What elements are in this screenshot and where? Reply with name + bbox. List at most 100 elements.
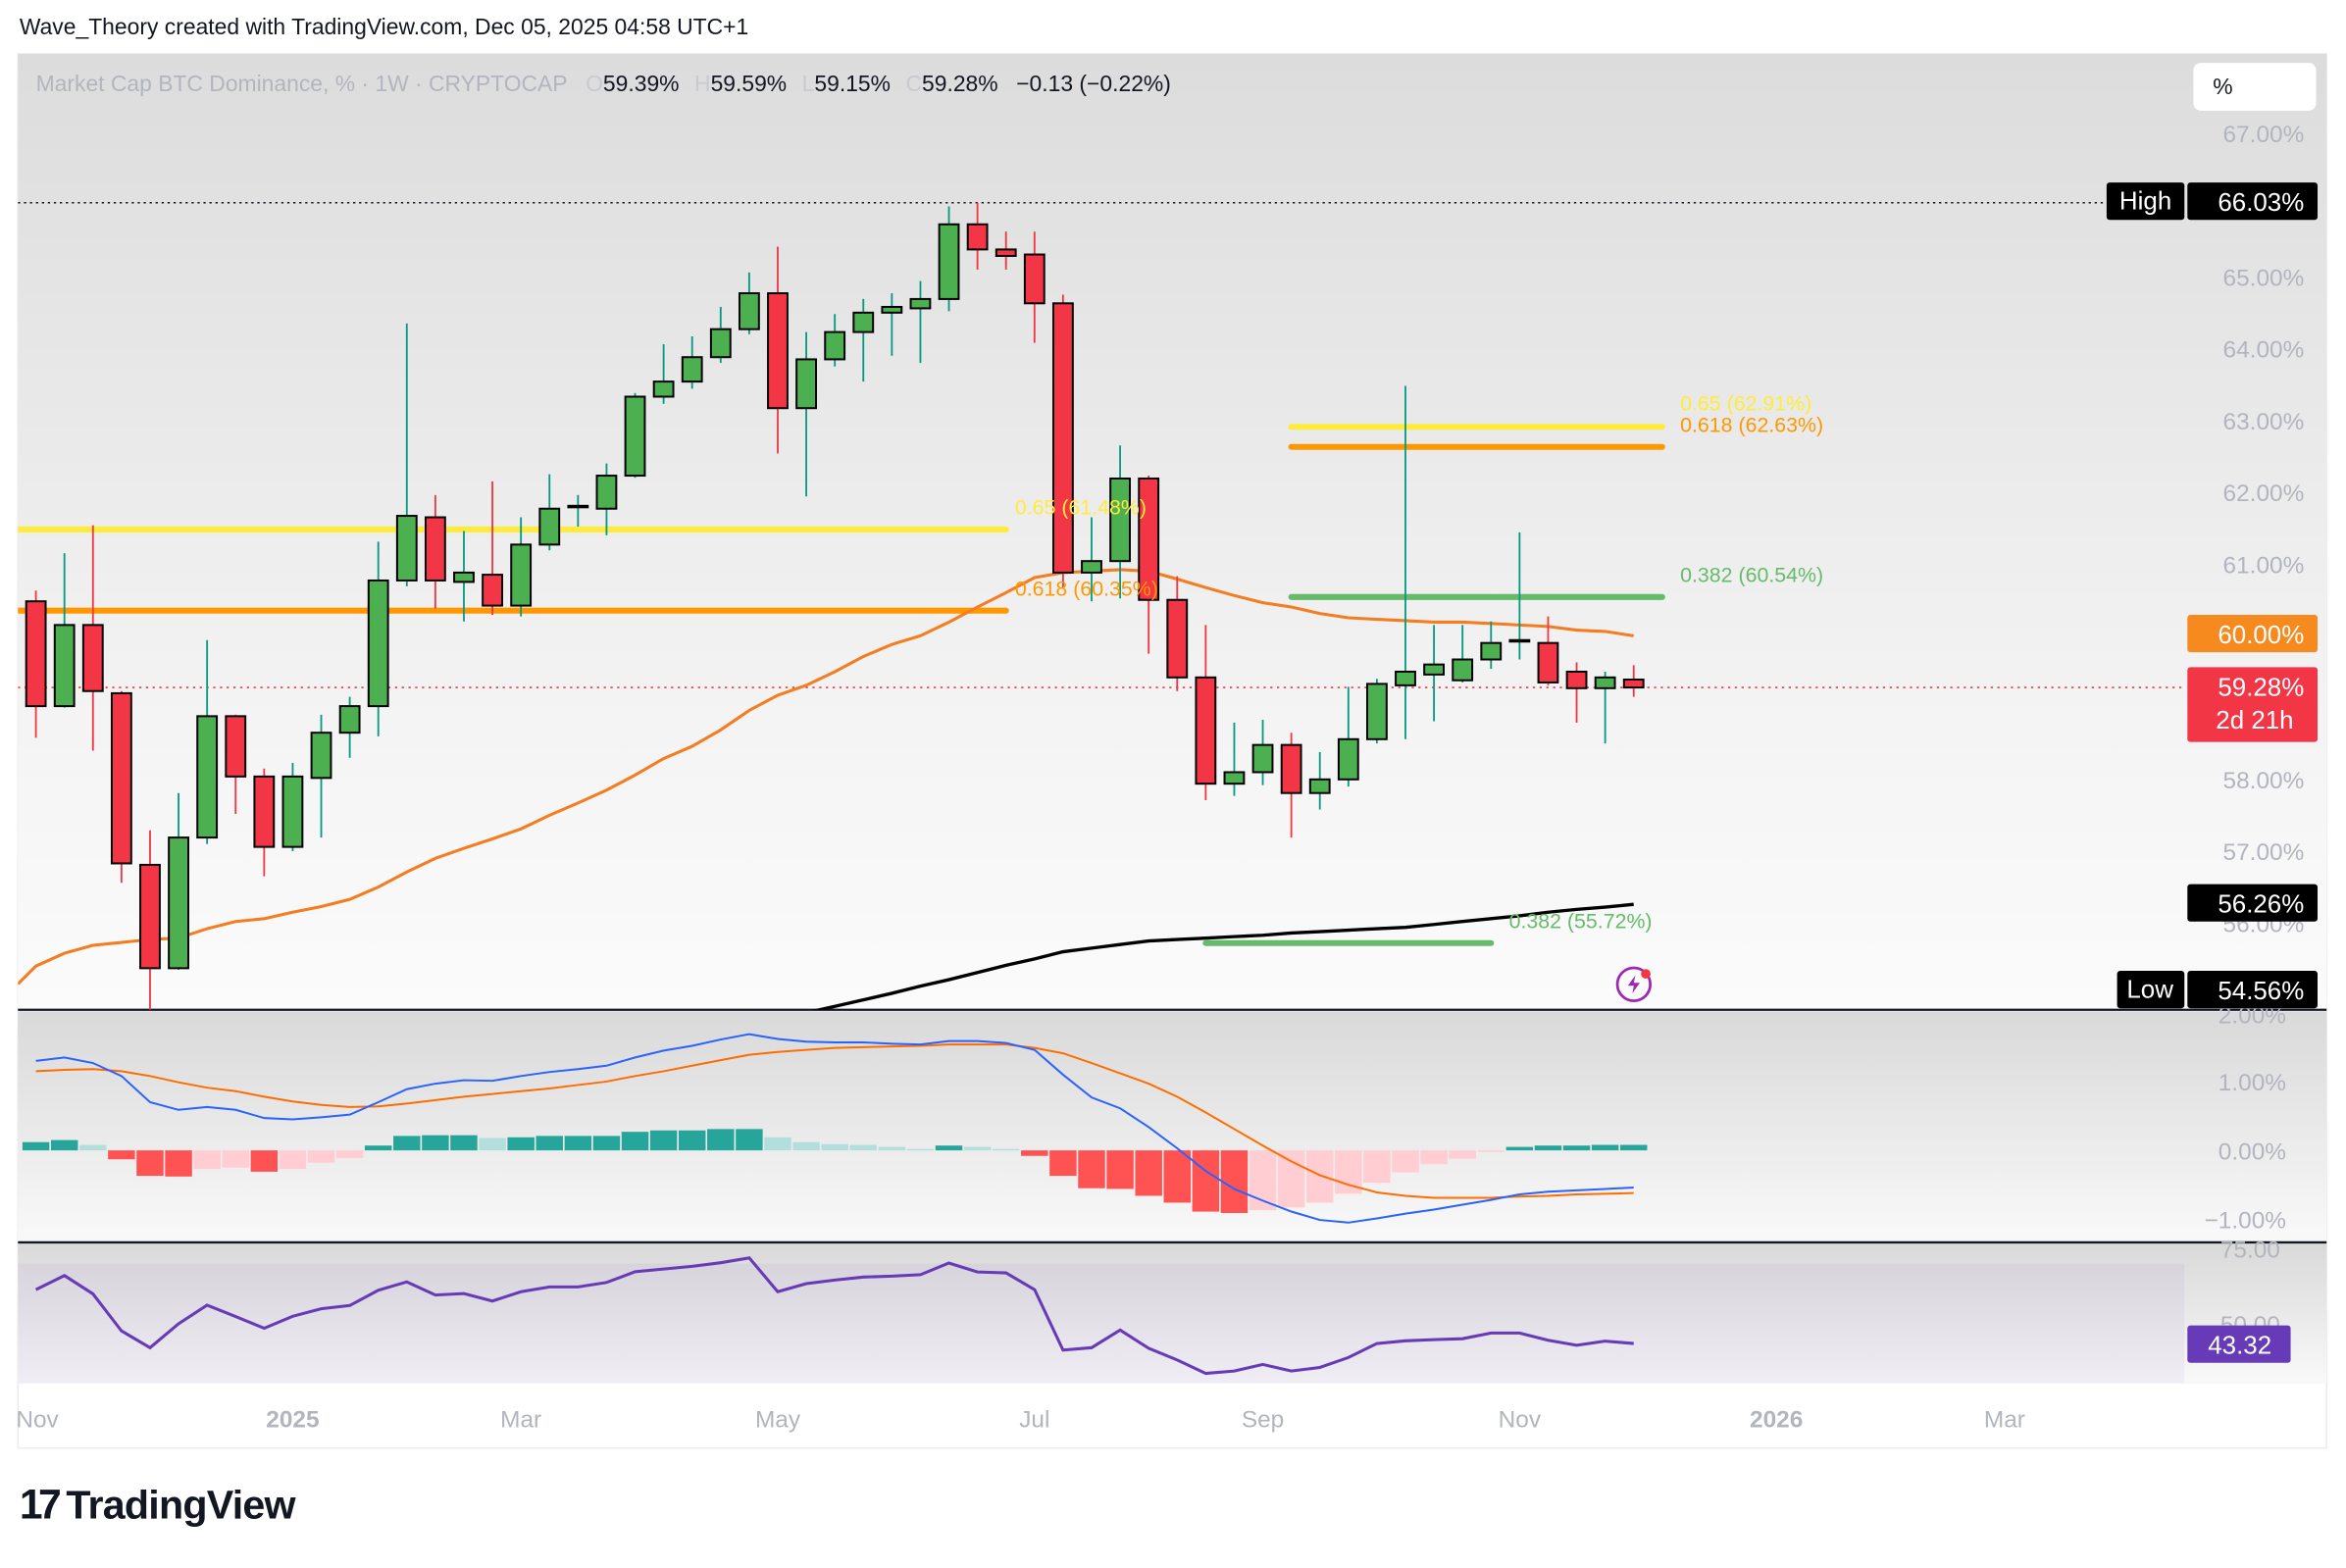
candle[interactable]	[538, 474, 561, 551]
candle[interactable]	[25, 590, 47, 738]
macd-histogram-bar	[1363, 1150, 1391, 1184]
candle[interactable]	[1594, 671, 1616, 744]
bar-countdown: 2d 21h	[2216, 707, 2293, 734]
macd-line[interactable]	[35, 1033, 1634, 1224]
candle[interactable]	[1423, 625, 1446, 722]
macd-histogram-bar	[250, 1150, 279, 1172]
candle-body	[1081, 560, 1102, 574]
candle[interactable]	[338, 696, 361, 758]
candle[interactable]	[281, 762, 304, 852]
candle[interactable]	[1223, 722, 1246, 796]
candle[interactable]	[709, 306, 732, 364]
candle[interactable]	[994, 231, 1017, 270]
candle[interactable]	[53, 553, 76, 708]
moving-average-black[interactable]	[806, 902, 1634, 1013]
candle[interactable]	[595, 463, 618, 535]
macd-histogram-bar	[849, 1144, 877, 1151]
candle[interactable]	[1622, 665, 1645, 697]
candle[interactable]	[1308, 751, 1331, 810]
candle[interactable]	[1565, 662, 1588, 723]
candle[interactable]	[681, 335, 703, 389]
fib-level-label: 0.618 (60.35%)	[1015, 577, 1158, 600]
macd-axis-tick: 1.00%	[2218, 1070, 2286, 1096]
candle[interactable]	[196, 639, 219, 844]
candle-body	[1051, 302, 1074, 574]
candle[interactable]	[738, 272, 760, 334]
candle[interactable]	[1366, 679, 1388, 744]
candle[interactable]	[881, 293, 903, 356]
macd-plot[interactable]	[22, 1033, 1648, 1224]
candle[interactable]	[1537, 616, 1559, 685]
macd-histogram-bar	[707, 1129, 735, 1151]
candle[interactable]	[909, 280, 932, 364]
candle[interactable]	[1452, 625, 1474, 683]
price-axis-tick: 62.00%	[2223, 481, 2305, 507]
candle[interactable]	[1395, 385, 1416, 739]
candle[interactable]	[938, 206, 960, 312]
candle[interactable]	[367, 541, 389, 736]
candle-body	[25, 600, 47, 708]
lightning-icon[interactable]	[1615, 966, 1653, 1002]
candle[interactable]	[424, 494, 446, 609]
legend[interactable]: Market Cap BTC Dominance, % · 1W · CRYPT…	[36, 71, 1171, 96]
candle[interactable]	[1166, 576, 1189, 691]
candle[interactable]	[624, 392, 646, 479]
candle-body	[1023, 253, 1046, 305]
candle[interactable]	[824, 314, 846, 367]
candle-body	[966, 223, 989, 251]
candle[interactable]	[652, 344, 675, 404]
macd-histogram-bar	[50, 1139, 78, 1151]
macd-axis-tick: −1.00%	[2205, 1207, 2286, 1234]
candle[interactable]	[966, 202, 989, 270]
candle[interactable]	[1337, 686, 1359, 787]
candle[interactable]	[253, 768, 276, 877]
candle[interactable]	[767, 246, 789, 454]
candle-body	[1508, 638, 1531, 643]
rsi-plot[interactable]	[18, 1256, 2185, 1384]
macd-histogram-bar	[1620, 1144, 1648, 1151]
candle[interactable]	[310, 714, 332, 838]
candle-body	[1395, 670, 1416, 686]
candle[interactable]	[81, 525, 104, 751]
macd-signal-line[interactable]	[35, 1043, 1634, 1199]
candle[interactable]	[1109, 445, 1131, 599]
fib-level-label: 0.382 (55.72%)	[1509, 909, 1653, 933]
candle-body	[938, 223, 960, 300]
macd-histogram-bar	[1449, 1150, 1476, 1159]
candle[interactable]	[1508, 531, 1531, 660]
rsi-line[interactable]	[34, 1256, 1634, 1376]
tradingview-logo[interactable]: 17 TradingView	[20, 1481, 296, 1529]
candle[interactable]	[852, 298, 875, 382]
candle[interactable]	[1195, 625, 1217, 801]
percent-scale-button[interactable]: %	[2193, 63, 2317, 111]
candle[interactable]	[225, 714, 247, 814]
candle[interactable]	[139, 830, 161, 1027]
candle[interactable]	[453, 531, 475, 622]
macd-histogram-bar	[364, 1145, 392, 1151]
candle-body	[53, 624, 76, 708]
macd-histogram-bar	[507, 1137, 535, 1151]
candle[interactable]	[510, 517, 533, 617]
candle[interactable]	[1138, 476, 1160, 654]
candle[interactable]	[110, 690, 132, 884]
price-plot[interactable]: 0.65 (61.48%) 0.618 (60.35%) 0.65 (62.91%)…	[18, 202, 2185, 1027]
candle-body	[453, 571, 475, 583]
candle[interactable]	[1480, 621, 1503, 670]
candle[interactable]	[1081, 517, 1102, 602]
candle-body	[1280, 743, 1302, 794]
candle[interactable]	[168, 792, 189, 970]
low-label: Low	[2126, 977, 2173, 1004]
moving-average-orange[interactable]	[18, 568, 1634, 986]
candle[interactable]	[1251, 720, 1274, 785]
candle[interactable]	[1280, 733, 1302, 838]
candle[interactable]	[567, 494, 589, 528]
candle[interactable]	[1051, 294, 1074, 588]
candle[interactable]	[482, 481, 503, 616]
candle[interactable]	[395, 323, 418, 586]
macd-histogram-bar	[878, 1146, 906, 1151]
candle[interactable]	[795, 331, 817, 497]
candle[interactable]	[1023, 231, 1046, 343]
candle-body	[367, 579, 389, 708]
candle-body	[1138, 477, 1160, 601]
